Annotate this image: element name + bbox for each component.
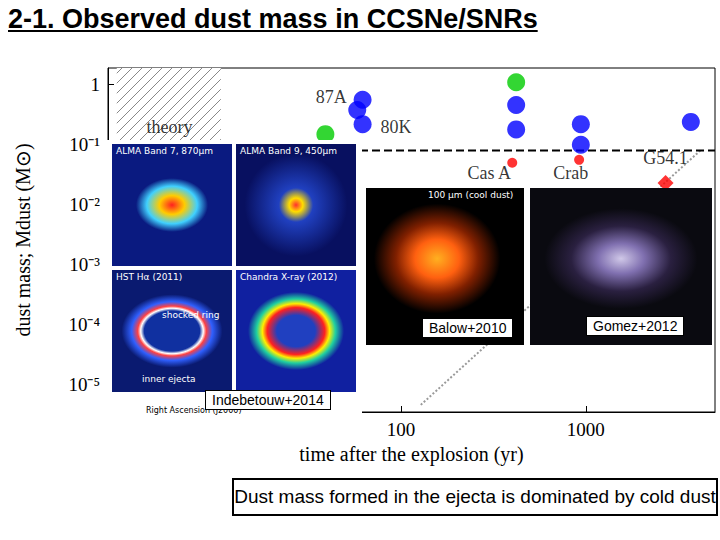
svg-text:Cas A: Cas A bbox=[467, 163, 511, 183]
svg-text:10⁻³: 10⁻³ bbox=[69, 254, 100, 275]
svg-text:10⁻²: 10⁻² bbox=[69, 194, 100, 215]
html-text:2-1. Observed dust mass in CCS: 2-1. Observed dust mass in CCSNe/SNRs bbox=[8, 4, 538, 34]
html-text:ALMA Band 9, 450μm: ALMA Band 9, 450μm bbox=[240, 146, 337, 156]
svg-text:Crab: Crab bbox=[553, 163, 588, 183]
html-text:100 μm (cool dust): 100 μm (cool dust) bbox=[428, 190, 514, 200]
svg-text:G54.1: G54.1 bbox=[643, 148, 688, 168]
html-text:Chandra X-ray (2012): Chandra X-ray (2012) bbox=[240, 272, 338, 282]
html-text:Balow+2010: Balow+2010 bbox=[429, 320, 507, 336]
svg-text:10⁻¹: 10⁻¹ bbox=[69, 134, 100, 155]
html-text:Indebetouw+2014: Indebetouw+2014 bbox=[212, 392, 324, 408]
html-text:Gomez+2012: Gomez+2012 bbox=[593, 318, 678, 334]
html-text:Right Ascension (J2000): Right Ascension (J2000) bbox=[146, 406, 242, 415]
svg-text:10⁻⁴: 10⁻⁴ bbox=[68, 314, 100, 335]
html-text:shocked ring: shocked ring bbox=[162, 310, 220, 320]
html-text:ALMA Band 7, 870μm: ALMA Band 7, 870μm bbox=[116, 146, 213, 156]
svg-text:time after the explosion (yr): time after the explosion (yr) bbox=[299, 443, 523, 466]
svg-text:10⁻⁵: 10⁻⁵ bbox=[68, 374, 100, 395]
svg-text:100: 100 bbox=[387, 419, 416, 440]
svg-text:80K: 80K bbox=[381, 117, 412, 137]
html-text:HST Hα (2011): HST Hα (2011) bbox=[116, 272, 183, 282]
svg-text:dust mass; Mdust (M⊙): dust mass; Mdust (M⊙) bbox=[12, 143, 35, 336]
html-text:inner ejecta: inner ejecta bbox=[142, 374, 196, 384]
html-text:Dust mass formed in the ejecta: Dust mass formed in the ejecta is domina… bbox=[234, 486, 716, 507]
svg-text:1000: 1000 bbox=[567, 419, 605, 440]
svg-text:theory: theory bbox=[147, 117, 193, 137]
svg-text:1: 1 bbox=[91, 74, 101, 95]
svg-text:87A: 87A bbox=[316, 87, 347, 107]
